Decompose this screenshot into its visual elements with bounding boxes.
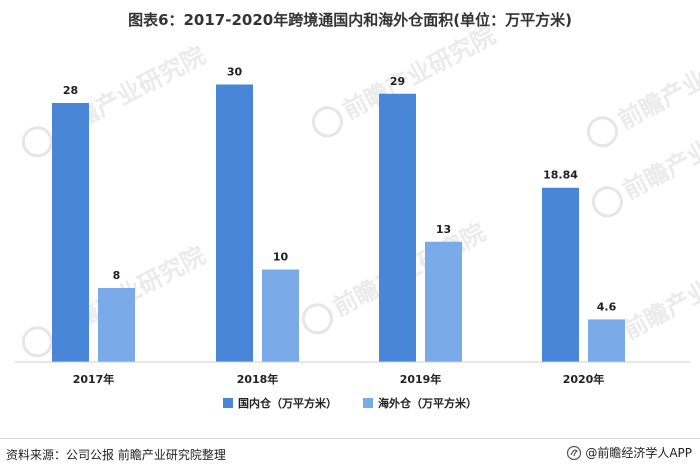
data-label-domestic-2: 30 [227,66,243,79]
data-label-overseas-4: 4.6 [597,300,617,313]
bar-domestic-4 [542,187,579,362]
bar-overseas-1 [98,288,135,362]
bar-domestic-3 [379,93,416,362]
legend-label-overseas: 海外仓（万平方米） [378,397,477,410]
svg-text:前瞻产业研究院: 前瞻产业研究院 [619,241,700,345]
legend-item-domestic: 国内仓（万平方米） [223,395,337,411]
legend-swatch-overseas [363,398,373,408]
legend: 国内仓（万平方米） 海外仓（万平方米） [0,395,700,411]
legend-item-overseas: 海外仓（万平方米） [363,395,477,411]
brand-logo-icon [567,445,582,460]
svg-text:前瞻产业研究院: 前瞻产业研究院 [614,31,700,135]
legend-label-domestic: 国内仓（万平方米） [238,397,337,410]
brand-credit: @前瞻经济学人APP [567,444,692,461]
data-label-domestic-3: 29 [390,75,405,88]
data-label-domestic-4: 18.84 [543,169,578,182]
x-tick-label-2: 2018年 [237,372,279,386]
x-tick-label-3: 2019年 [400,372,442,386]
brand-text: @前瞻经济学人APP [585,446,692,460]
x-tick-labels: 2017年 2018年 2019年 2020年 [73,372,605,386]
bars-layer: 28 30 29 18.84 8 10 13 4.6 [52,66,625,362]
data-label-overseas-1: 8 [113,269,121,282]
data-label-overseas-3: 13 [436,223,451,236]
svg-text:前瞻产业研究院: 前瞻产业研究院 [339,21,500,125]
bar-overseas-4 [588,319,625,362]
x-tick-label-1: 2017年 [73,372,115,386]
bar-overseas-2 [262,269,299,362]
source-note: 资料来源：公司公报 前瞻产业研究院整理 [6,448,226,462]
x-tick-label-4: 2020年 [563,372,605,386]
data-label-overseas-2: 10 [273,251,289,264]
watermark-3: 前瞻产业研究院 [586,31,700,148]
footer-divider [0,438,700,439]
data-label-domestic-1: 28 [63,84,78,97]
bar-overseas-3 [425,241,462,362]
bar-domestic-1 [52,103,89,362]
bar-domestic-2 [216,84,253,362]
watermark-1: 前瞻产业研究院 [21,41,210,158]
legend-swatch-domestic [223,398,233,408]
chart-title: 图表6：2017-2020年跨境通国内和海外仓面积(单位：万平方米) [128,11,572,29]
